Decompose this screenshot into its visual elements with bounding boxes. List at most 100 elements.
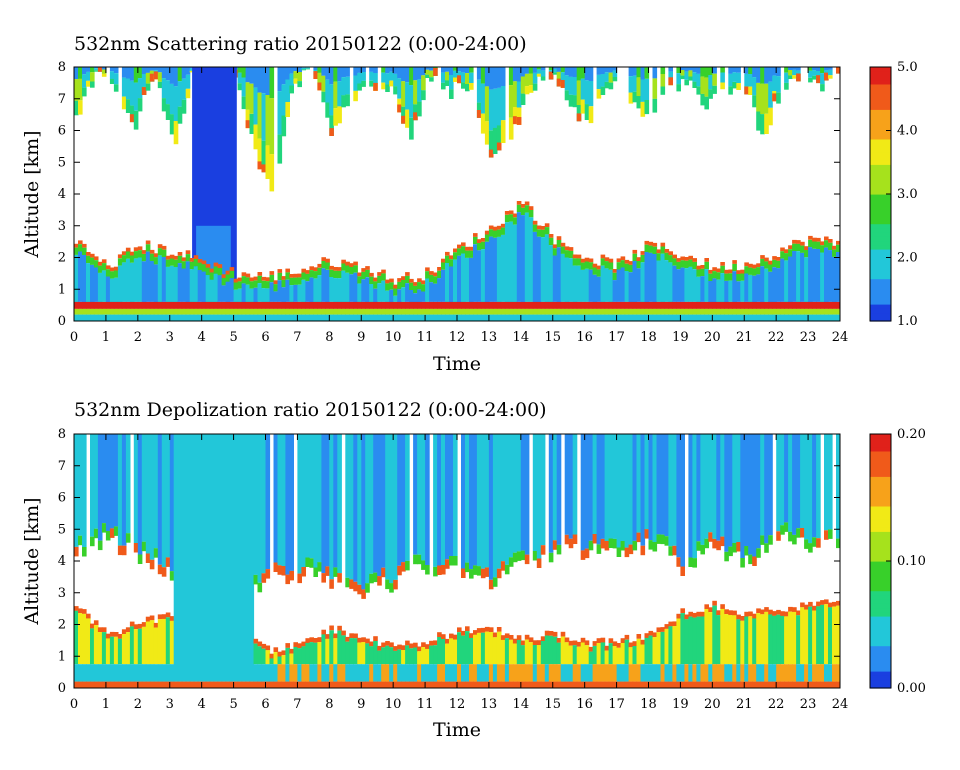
heatmap-cell (544, 67, 550, 68)
heatmap-cell (652, 632, 658, 638)
heatmap-cell (281, 287, 287, 302)
colorbar-segment (870, 227, 891, 233)
heatmap-cell (736, 301, 741, 309)
heatmap-cell (604, 664, 610, 682)
heatmap-cell (768, 614, 773, 665)
heatmap-cell (433, 645, 438, 665)
heatmap-cell (556, 664, 562, 682)
heatmap-cell (728, 681, 733, 688)
heatmap-cell (437, 637, 442, 665)
heatmap-cell (121, 545, 127, 556)
heatmap-cell (401, 562, 406, 572)
heatmap-cell (548, 67, 554, 71)
heatmap-cell (476, 239, 482, 243)
heatmap-cell (86, 618, 91, 665)
heatmap-cell (429, 70, 434, 78)
heatmap-cell (784, 434, 789, 523)
heatmap-cell (800, 602, 805, 608)
heatmap-cell (836, 252, 840, 302)
heatmap-cell (676, 301, 681, 309)
heatmap-cell (672, 664, 677, 682)
heatmap-cell (776, 434, 781, 532)
heatmap-cell (309, 266, 314, 271)
heatmap-cell (804, 539, 809, 549)
heatmap-cell (101, 664, 107, 682)
heatmap-cell (716, 308, 721, 315)
heatmap-cell (724, 301, 729, 309)
heatmap-cell (393, 664, 398, 682)
heatmap-cell (381, 67, 386, 73)
heatmap-cell (544, 630, 550, 636)
heatmap-cell (632, 664, 638, 682)
heatmap-cell (496, 125, 502, 151)
heatmap-cell (145, 314, 151, 321)
heatmap-cell (165, 617, 171, 665)
heatmap-cell (804, 250, 809, 258)
heatmap-cell (524, 201, 530, 206)
heatmap-cell (764, 301, 769, 309)
heatmap-cell (473, 236, 478, 245)
heatmap-cell (289, 570, 294, 581)
heatmap-cell (660, 246, 666, 254)
heatmap-cell (357, 664, 362, 682)
heatmap-cell (74, 247, 79, 255)
colorbar-segment (870, 633, 891, 638)
heatmap-cell (740, 681, 745, 688)
heatmap-cell (93, 260, 99, 268)
heatmap-cell (145, 308, 151, 315)
heatmap-cell (197, 270, 203, 302)
heatmap-cell (141, 301, 147, 309)
heatmap-cell (349, 664, 354, 682)
heatmap-cell (604, 301, 610, 309)
heatmap-cell (217, 308, 223, 315)
heatmap-cell (429, 681, 434, 688)
heatmap-cell (524, 212, 530, 302)
heatmap-cell (449, 89, 454, 99)
heatmap-cell (261, 681, 267, 688)
heatmap-cell (237, 314, 243, 321)
heatmap-cell (776, 76, 781, 93)
heatmap-cell (265, 308, 271, 315)
chart-title: 532nm Depolization ratio 20150122 (0:00-… (74, 399, 547, 421)
heatmap-cell (532, 314, 538, 321)
heatmap-cell (157, 301, 163, 309)
heatmap-cell (484, 121, 490, 145)
heatmap-cell (492, 434, 498, 578)
heatmap-cell (700, 301, 705, 309)
chart-title: 532nm Scattering ratio 20150122 (0:00-24… (74, 33, 527, 55)
heatmap-cell (417, 434, 422, 555)
heatmap-cell (784, 681, 789, 688)
colorbar-segment (870, 599, 891, 604)
heatmap-cell (596, 276, 602, 302)
heatmap-cell (257, 67, 263, 93)
heatmap-cell (453, 308, 458, 315)
heatmap-cell (612, 280, 618, 302)
heatmap-cell (253, 287, 259, 302)
heatmap-cell (808, 681, 813, 688)
heatmap-cell (668, 77, 673, 86)
colorbar-segment (870, 493, 891, 499)
heatmap-cell (664, 664, 670, 682)
heatmap-cell (568, 308, 574, 315)
heatmap-cell (540, 664, 546, 682)
heatmap-cell (832, 301, 837, 309)
heatmap-cell (504, 211, 510, 215)
heatmap-cell (82, 314, 87, 321)
x-tick-label: 19 (672, 697, 689, 712)
heatmap-cell (764, 113, 769, 134)
heatmap-cell (329, 269, 334, 277)
heatmap-cell (405, 681, 410, 688)
colorbar-segment (870, 556, 891, 562)
heatmap-cell (78, 301, 83, 309)
heatmap-cell (652, 308, 658, 315)
heatmap-cell (473, 434, 478, 566)
heatmap-cell (157, 614, 163, 620)
heatmap-cell (772, 664, 777, 682)
heatmap-cell (469, 569, 474, 579)
heatmap-cell (385, 301, 390, 309)
heatmap-cell (480, 113, 486, 134)
heatmap-cell (321, 314, 326, 321)
heatmap-cell (405, 82, 410, 110)
heatmap-cell (580, 550, 586, 560)
heatmap-cell (361, 279, 366, 302)
